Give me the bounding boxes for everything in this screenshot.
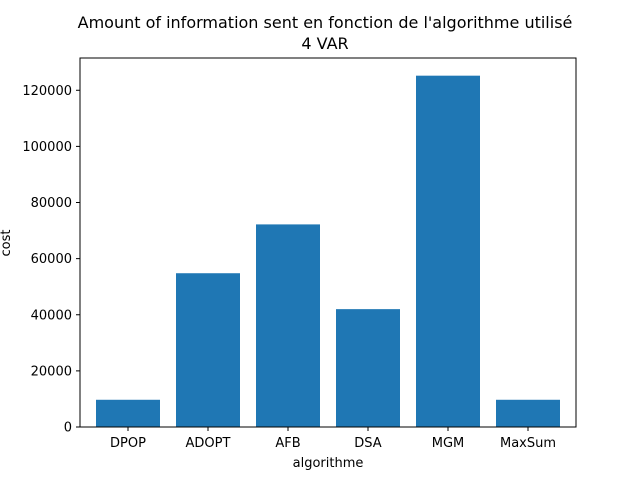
- x-tick-label: DPOP: [110, 436, 146, 451]
- bar-afb: [256, 224, 320, 427]
- chart-subtitle: 4 VAR: [301, 34, 348, 53]
- x-axis-ticks: DPOP ADOPT AFB DSA MGM MaxSum: [110, 427, 556, 451]
- y-axis-ticks: 0 20000 40000 60000 80000 100000 120000: [22, 84, 80, 436]
- y-tick-label: 40000: [31, 308, 72, 323]
- x-tick-label: DSA: [354, 436, 382, 451]
- bar-adopt: [176, 273, 240, 427]
- x-tick-label: AFB: [275, 436, 300, 451]
- bar-mgm: [416, 75, 480, 428]
- plot-frame: [79, 57, 577, 428]
- x-tick-label: ADOPT: [186, 436, 231, 451]
- y-tick-label: 20000: [31, 364, 72, 379]
- x-tick-label: MGM: [432, 436, 465, 451]
- y-tick-label: 0: [64, 421, 72, 436]
- chart-title: Amount of information sent en fonction d…: [78, 13, 573, 32]
- bars-group: [96, 75, 560, 428]
- y-axis-label: cost: [0, 230, 14, 257]
- bar-dpop: [96, 399, 160, 427]
- y-tick-label: 100000: [22, 140, 72, 155]
- y-tick-label: 120000: [22, 84, 72, 99]
- y-tick-label: 80000: [31, 196, 72, 211]
- bar-dsa: [336, 309, 400, 427]
- bar-maxsum: [496, 399, 560, 427]
- y-tick-label: 60000: [31, 252, 72, 267]
- x-axis-label: algorithme: [293, 456, 364, 471]
- x-tick-label: MaxSum: [500, 436, 556, 451]
